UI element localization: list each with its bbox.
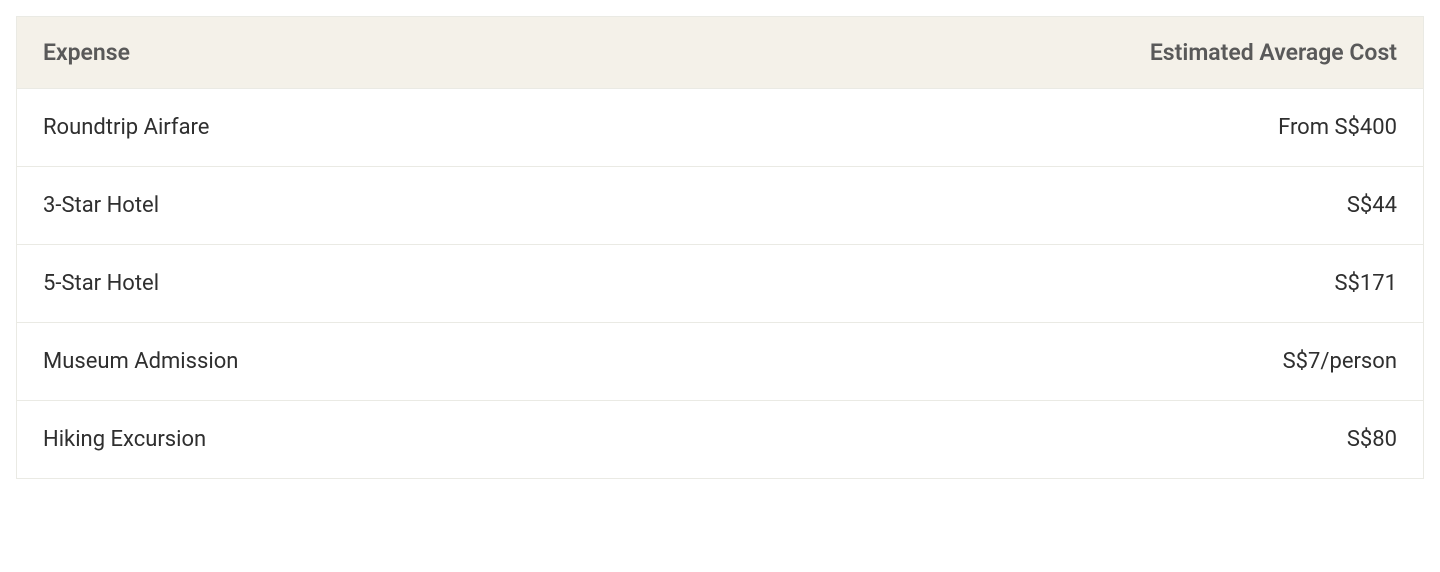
cost-cell: S$7/person [653, 323, 1423, 401]
table-row: 5-Star Hotel S$171 [17, 245, 1423, 323]
cost-cell: S$171 [653, 245, 1423, 323]
cost-cell: S$80 [653, 401, 1423, 479]
table-header-row: Expense Estimated Average Cost [17, 17, 1423, 89]
col-header-cost: Estimated Average Cost [653, 17, 1423, 89]
expense-table: Expense Estimated Average Cost Roundtrip… [17, 17, 1423, 478]
table-row: Museum Admission S$7/person [17, 323, 1423, 401]
expense-cell: 3-Star Hotel [17, 167, 653, 245]
expense-cell: 5-Star Hotel [17, 245, 653, 323]
cost-cell: From S$400 [653, 89, 1423, 167]
table-row: Roundtrip Airfare From S$400 [17, 89, 1423, 167]
col-header-expense: Expense [17, 17, 653, 89]
expense-cell: Hiking Excursion [17, 401, 653, 479]
table-row: Hiking Excursion S$80 [17, 401, 1423, 479]
expense-cell: Roundtrip Airfare [17, 89, 653, 167]
expense-table-container: Expense Estimated Average Cost Roundtrip… [16, 16, 1424, 479]
expense-cell: Museum Admission [17, 323, 653, 401]
table-row: 3-Star Hotel S$44 [17, 167, 1423, 245]
cost-cell: S$44 [653, 167, 1423, 245]
